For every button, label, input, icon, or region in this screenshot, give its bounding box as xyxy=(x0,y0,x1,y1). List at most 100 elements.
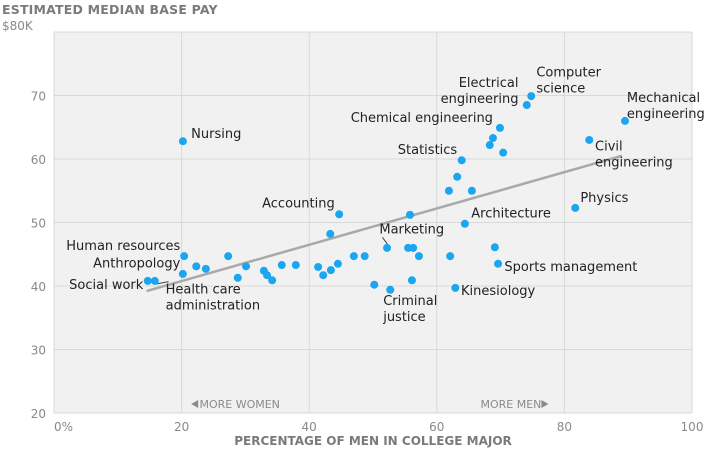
data-point xyxy=(224,252,233,261)
x-tick-label: 40 xyxy=(302,420,317,434)
data-point xyxy=(360,252,369,261)
data-point xyxy=(621,116,630,125)
x-tick-label: 60 xyxy=(429,420,444,434)
data-point xyxy=(178,269,187,278)
data-point xyxy=(386,285,395,294)
data-point xyxy=(490,243,499,252)
data-point xyxy=(467,186,476,195)
point-label-line: Physics xyxy=(580,191,628,206)
point-label: Computer science xyxy=(536,65,601,96)
point-label: Criminal justice xyxy=(382,294,437,325)
point-label: Mechanical engineering xyxy=(627,91,705,122)
data-point xyxy=(242,262,251,271)
point-label-line: Mechanical xyxy=(627,91,700,106)
y-axis-ticks: 20 30 40 50 60 70 $80K xyxy=(2,19,46,421)
data-point xyxy=(150,276,159,285)
data-point xyxy=(383,243,392,252)
arrow-left-icon xyxy=(191,400,199,408)
data-point xyxy=(499,148,508,157)
data-point xyxy=(444,186,453,195)
data-point xyxy=(585,135,594,144)
data-point xyxy=(178,137,187,146)
y-tick-label: 30 xyxy=(31,344,46,358)
data-point xyxy=(370,280,379,289)
data-point xyxy=(335,210,344,219)
point-label-line: Criminal xyxy=(383,294,437,309)
point-label-line: Anthropology xyxy=(93,257,181,272)
point-label-line: Chemical engineering xyxy=(351,111,493,126)
y-tick-label: 20 xyxy=(31,407,46,421)
point-label: Kinesiology xyxy=(461,284,536,299)
point-label-line: engineering xyxy=(595,156,673,171)
point-label-line: Health care xyxy=(166,283,241,298)
data-point xyxy=(495,123,504,132)
data-points xyxy=(143,92,630,294)
y-tick-label: 50 xyxy=(31,217,46,231)
data-point xyxy=(319,271,328,280)
y-tick-label: 70 xyxy=(31,90,46,104)
data-point xyxy=(527,92,536,101)
data-point xyxy=(451,283,460,292)
data-point xyxy=(349,252,358,261)
data-point xyxy=(446,252,455,261)
point-label-line: Statistics xyxy=(398,143,458,158)
point-label: Chemical engineering xyxy=(351,111,493,126)
point-label: Electrical engineering xyxy=(441,76,519,107)
point-label: Physics xyxy=(580,191,628,206)
data-point xyxy=(522,101,531,110)
point-label-line: Sports management xyxy=(504,260,637,275)
point-label-line: Civil xyxy=(595,140,623,155)
point-label: Social work xyxy=(69,278,144,293)
more-women-annotation: MORE WOMEN xyxy=(199,398,279,411)
data-point xyxy=(233,273,242,282)
point-label-line: Kinesiology xyxy=(461,284,536,299)
y-tick-label: 60 xyxy=(31,153,46,167)
point-label: Anthropology xyxy=(93,257,181,272)
data-point xyxy=(457,156,466,165)
point-label-line: justice xyxy=(382,310,425,325)
point-label-line: Marketing xyxy=(379,222,444,237)
label-leader-line xyxy=(156,281,169,285)
point-label-line: administration xyxy=(166,299,260,314)
x-tick-label: 80 xyxy=(557,420,572,434)
point-label-line: Electrical xyxy=(459,76,519,91)
data-point xyxy=(314,262,323,271)
data-point xyxy=(201,264,210,273)
point-label: Health care administration xyxy=(166,283,260,314)
point-label: Accounting xyxy=(262,196,335,211)
data-point xyxy=(571,203,580,212)
point-label: Marketing xyxy=(379,222,444,237)
y-tick-label: $80K xyxy=(2,19,34,33)
point-label: Sports management xyxy=(504,260,637,275)
point-label: Civil engineering xyxy=(595,140,673,171)
point-label-line: Social work xyxy=(69,278,144,293)
point-label-line: Nursing xyxy=(191,127,241,142)
label-leaders xyxy=(156,236,389,285)
data-point xyxy=(333,259,342,268)
data-point xyxy=(414,252,423,261)
x-axis-ticks: 0% 20 40 60 80 100 xyxy=(54,420,703,434)
x-tick-label: 0% xyxy=(54,420,73,434)
data-point xyxy=(180,252,189,261)
point-label: Nursing xyxy=(191,127,241,142)
data-point xyxy=(485,141,494,150)
x-axis-label: PERCENTAGE OF MEN IN COLLEGE MAJOR xyxy=(234,434,512,448)
data-point xyxy=(291,261,300,270)
data-point xyxy=(407,276,416,285)
data-point xyxy=(453,172,462,181)
point-labels: Nursing Social work Health care administrat… xyxy=(66,65,704,325)
data-point xyxy=(460,219,469,228)
point-label-line: Human resources xyxy=(66,239,180,254)
point-label-line: Architecture xyxy=(471,206,551,221)
point-label-line: Accounting xyxy=(262,196,335,211)
data-point xyxy=(488,134,497,143)
data-point xyxy=(494,259,503,268)
x-tick-label: 100 xyxy=(681,420,704,434)
data-point xyxy=(277,261,286,270)
arrow-right-icon xyxy=(541,400,549,408)
data-point xyxy=(268,276,277,285)
point-label: Statistics xyxy=(398,143,458,158)
data-point xyxy=(406,210,415,219)
point-label-line: engineering xyxy=(627,107,705,122)
